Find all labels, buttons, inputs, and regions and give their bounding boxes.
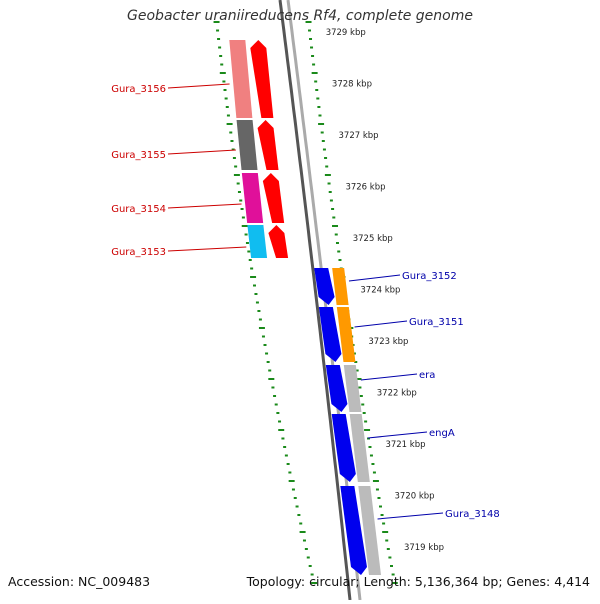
map-title: Geobacter uraniireducens Rf4, complete g… — [127, 8, 473, 24]
gene-feature — [247, 225, 268, 258]
scale-label: 3729 kbp — [326, 28, 366, 38]
genome-summary-text: Topology: circular; Length: 5,136,364 bp… — [246, 574, 590, 589]
gene-leader-line — [367, 431, 428, 439]
scale-label: 3726 kbp — [345, 183, 385, 193]
gene-feature — [236, 120, 258, 170]
forward-strand-arrow — [250, 40, 274, 118]
gene-label-gura_3156: Gura_3156 — [111, 84, 166, 95]
reverse-strand-arrow — [340, 486, 367, 575]
scale-label: 3723 kbp — [368, 337, 408, 347]
gene-label-gura_3148: Gura_3148 — [445, 509, 500, 520]
scale-label: 3724 kbp — [360, 286, 400, 296]
accession-text: Accession: NC_009483 — [8, 574, 151, 589]
forward-strand-arrow — [268, 225, 289, 258]
gene-label-gura_3152: Gura_3152 — [402, 271, 457, 282]
gene-label-gura_3153: Gura_3153 — [111, 247, 166, 258]
gene-leader-line — [377, 512, 444, 520]
gene-leader-line — [354, 320, 408, 328]
reverse-strand-arrow — [331, 414, 356, 482]
gene-leader-line — [167, 83, 230, 89]
gene-feature — [229, 40, 253, 118]
gene-leader-line — [348, 274, 401, 282]
reverse-strand-arrow — [314, 268, 335, 305]
gene-feature — [336, 307, 356, 362]
gene-feature — [332, 268, 349, 305]
gene-label-enga: engA — [429, 428, 455, 439]
gene-feature — [343, 365, 362, 412]
gene-leader-line — [360, 373, 418, 381]
scale-label: 3719 kbp — [404, 543, 444, 553]
scale-label: 3727 kbp — [339, 131, 379, 141]
gene-leader-line — [167, 149, 236, 155]
scale-label: 3728 kbp — [332, 80, 372, 90]
reverse-strand-arrow — [325, 365, 348, 412]
reverse-strand-arrow — [318, 307, 342, 362]
gene-label-gura_3151: Gura_3151 — [409, 317, 464, 328]
gene-feature — [241, 173, 264, 223]
gene-feature — [358, 486, 381, 575]
gene-feature — [349, 414, 370, 482]
gene-leader-line — [167, 203, 242, 209]
forward-strand-arrow — [262, 173, 285, 223]
gene-label-era: era — [419, 370, 435, 381]
backbone-line — [278, 0, 352, 601]
scale-label: 3720 kbp — [395, 492, 435, 502]
gene-label-gura_3154: Gura_3154 — [111, 204, 166, 215]
gene-label-gura_3155: Gura_3155 — [111, 150, 166, 161]
scale-label: 3725 kbp — [353, 234, 393, 244]
gene-leader-line — [167, 246, 247, 252]
scale-label: 3722 kbp — [377, 389, 417, 399]
forward-strand-arrow — [257, 120, 279, 170]
scale-label: 3721 kbp — [385, 440, 425, 450]
